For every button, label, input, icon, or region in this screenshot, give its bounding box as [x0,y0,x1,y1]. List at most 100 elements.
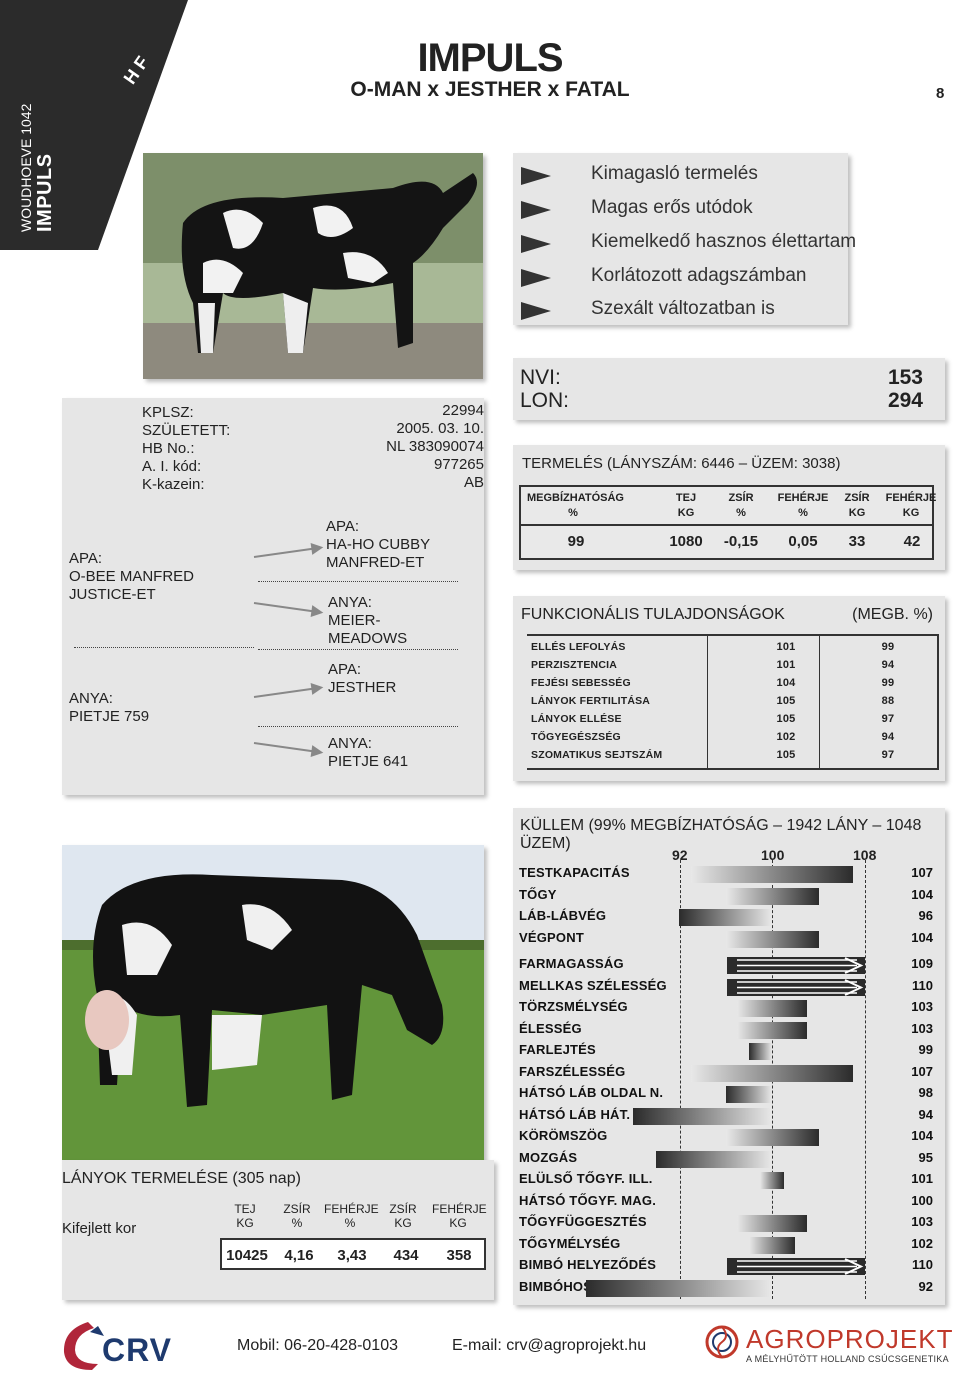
crv-logo-text: CRV [102,1332,172,1368]
trait-value: 104 [911,929,933,945]
trait-name: HÁTSÓ TŐGYF. MAG. [519,1192,657,1208]
trait-value: 107 [911,865,933,880]
column-header: FEHÉRJE KG [885,492,937,519]
arrow-icon [253,742,316,753]
trait-value: 102 [911,1235,933,1251]
trait-name: HÁTSÓ LÁB OLDAL N. [519,1085,664,1100]
arrow-icon [253,687,316,698]
trait-value: 103 [911,1214,933,1229]
trait-name: FARLEJTÉS [519,1042,596,1057]
trait-bar [748,1236,796,1254]
daughters-value: 3,43 [337,1247,367,1264]
play-arrow-icon [521,167,551,185]
crv-logo: CRV [58,1318,178,1372]
trait-bar [725,1086,772,1103]
production-value: 42 [903,533,921,550]
lon-value: 294 [887,389,923,412]
trait-bar [760,1172,784,1189]
trait-value: 110 [912,977,933,993]
trait-bar [748,1043,772,1060]
column-header: ZSÍR KG [389,1202,417,1230]
info-label: KPLSZ: [142,404,194,421]
info-label: HB No.: [142,440,195,457]
info-value: 22994 [442,402,484,419]
daughters-value: 358 [446,1247,472,1264]
cow-illustration [62,845,484,1163]
divider [521,524,932,526]
info-label: SZÜLETETT: [142,422,231,439]
nvi-value: 153 [887,366,923,389]
trait-value: 94 [918,1106,933,1122]
agroprojekt-logo-text: AGROPROJEKT [746,1324,954,1354]
play-arrow-icon [521,269,551,287]
production-value: 99 [567,533,585,550]
divider [258,581,458,582]
gridline [680,860,681,1299]
trait-value: 107 [911,1063,933,1079]
corner-bull-name: IMPULS [34,153,56,232]
trait-bar [737,1000,807,1017]
production-value: 33 [848,533,866,550]
production-title: TERMELÉS (LÁNYSZÁM: 6446 – ÜZEM: 3038) [522,455,841,472]
trait-value: 101 [911,1171,933,1186]
production-value: -0,15 [723,533,759,550]
trait-value: 109 [911,956,933,971]
trait-value: 103 [911,1020,933,1036]
trait-bar [655,1150,772,1168]
daughters-table: 10425 4,16 3,43 434 358 [220,1238,486,1270]
trait-name: TŐGY [519,886,557,902]
conformation-panel: KÜLLEM (99% MEGBÍZHATÓSÁG – 1942 LÁNY – … [513,808,945,1305]
agroprojekt-logo-mark [705,1325,739,1359]
info-label: K-kazein: [142,476,205,493]
table-row: PERZISZTENCIA 101 94 [531,659,895,671]
scale-label: 108 [853,847,877,863]
trait-value: 92 [918,1278,933,1294]
info-value: NL 383090074 [386,438,484,455]
daughters-title: LÁNYOK TERMELÉSE (305 nap) [62,1170,301,1187]
trait-name: HÁTSÓ LÁB HÁT. N. [519,1106,648,1122]
bull-photo [143,153,483,379]
footer-mobile: Mobil: 06-20-428-0103 [237,1337,398,1354]
info-value: 2005. 03. 10. [396,420,484,437]
trait-value: 110 [912,1257,933,1272]
trait-bar [737,1215,807,1232]
sire-dam: ANYA: MEIER- MEADOWS [328,594,408,647]
divider [258,649,458,650]
trait-name: ELÜLSŐ TŐGYF. ILL. [519,1171,653,1186]
play-arrow-icon [521,235,551,253]
trait-value: 104 [911,1128,933,1143]
crv-logo-mark [63,1322,104,1370]
lon-label: LON: [520,389,570,412]
footer-email: E-mail: crv@agroprojekt.hu [452,1337,647,1354]
production-value: 0,05 [788,533,818,550]
dam-dam: ANYA: PIETJE 641 [328,735,409,770]
table-row: LÁNYOK ELLÉSE 105 97 [531,713,895,725]
column-header: ZSÍR% [728,492,754,519]
page-subtitle: O-MAN x JESTHER x FATAL [350,78,630,101]
bull-illustration [143,153,483,379]
page-title: IMPULS [417,36,563,80]
divider [707,636,708,768]
trait-bar [690,1064,854,1082]
corner-farm-name: WOUDHOEVE 1042 [18,103,34,232]
nvi-label: NVI: [520,366,561,389]
trait-name: MOZGÁS [519,1149,578,1165]
trait-name: ÉLESSÉG [519,1020,582,1036]
agroprojekt-logo: AGROPROJEKT A MÉLYHŰTÖTT HOLLAND CSÚCSGE… [702,1322,952,1370]
overflow-arrow-icon [737,1258,864,1275]
trait-bar [690,866,854,883]
trait-value: 95 [918,1149,933,1165]
trait-value: 98 [918,1085,933,1100]
daughters-row-label: Kifejlett kor [62,1220,137,1237]
play-arrow-icon [521,201,551,219]
trait-name: FARSZÉLESSÉG [519,1063,626,1079]
pedigree-panel: KPLSZ: SZÜLETETT: HB No.: A. I. kód: K-k… [62,398,484,795]
table-row: ELLÉS LEFOLYÁS 101 99 [531,641,895,653]
trait-value: 99 [918,1042,933,1057]
agroprojekt-tagline: A MÉLYHŰTÖTT HOLLAND CSÚCSGENETIKA [746,1354,949,1364]
trait-name: KÖRÖMSZÖG [519,1128,608,1143]
scale-label: 100 [761,847,785,863]
trait-value: 100 [911,1192,933,1208]
trait-name: BIMBÓ HELYEZŐDÉS [519,1257,657,1272]
column-header: FEHÉRJE% [777,492,829,519]
